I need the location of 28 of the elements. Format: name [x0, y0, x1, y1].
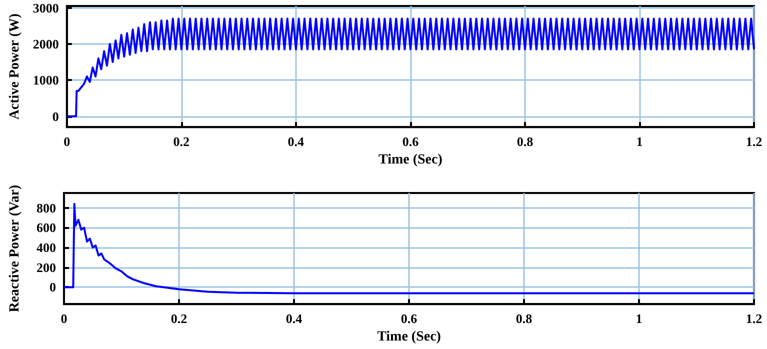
- x-axis-title: Time (Sec): [377, 330, 442, 344]
- y-tick-label: 600: [36, 220, 56, 236]
- y-tick-label: 200: [36, 260, 56, 275]
- y-axis-title: Reactive Power (Var): [8, 184, 22, 312]
- x-tick-label: 0: [64, 134, 70, 150]
- line-series: [66, 18, 755, 118]
- y-tick-label: 1000: [32, 72, 59, 88]
- y-tick-label: 2000: [32, 36, 59, 52]
- y-tick-label: 800: [36, 200, 56, 216]
- x-tick-label: 1: [636, 134, 643, 150]
- x-tick-label: 1.2: [746, 311, 762, 326]
- y-tick-label: 400: [36, 240, 56, 256]
- x-tick-label: 0.8: [516, 311, 533, 326]
- y-axis-title: Active Power (W): [8, 13, 22, 120]
- x-tick-label: 0.8: [516, 134, 534, 150]
- x-tick-label: 1: [636, 311, 642, 326]
- x-tick-label: 0.6: [402, 134, 420, 150]
- y-tick-label: 3000: [32, 0, 59, 16]
- x-tick-label: 1.2: [746, 134, 762, 150]
- x-axis-title: Time (Sec): [378, 152, 443, 168]
- line-series: [63, 202, 755, 294]
- y-tick-label: 0: [52, 108, 59, 124]
- x-tick-label: 0.4: [286, 311, 303, 326]
- x-tick-label: 0.6: [400, 311, 418, 326]
- y-tick-label: 0: [50, 280, 56, 295]
- x-tick-label: 0.4: [288, 134, 305, 150]
- x-tick-label: 0.2: [170, 311, 188, 326]
- x-tick-label: 0.2: [173, 134, 190, 150]
